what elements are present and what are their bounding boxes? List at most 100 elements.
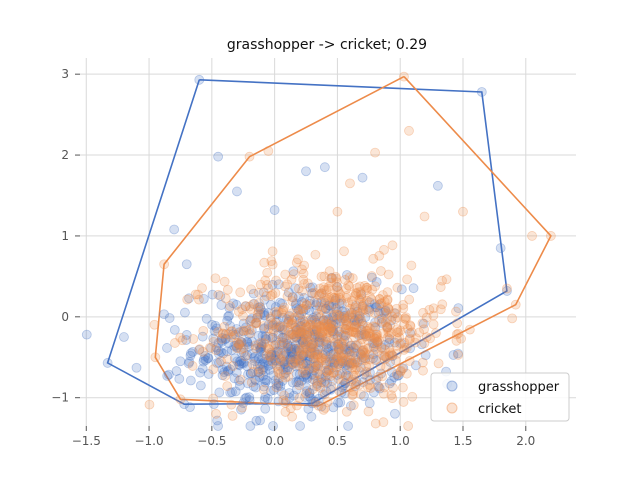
point-grasshopper (278, 364, 289, 375)
point-cricket (328, 349, 339, 360)
point-cricket (328, 292, 339, 303)
point-cricket (316, 352, 327, 363)
point-grasshopper (384, 337, 395, 348)
point-cricket (372, 332, 382, 343)
point-cricket (347, 362, 357, 373)
point-grasshopper (217, 336, 228, 347)
point-grasshopper (295, 312, 305, 323)
point-cricket (382, 287, 393, 298)
point-grasshopper (278, 332, 289, 343)
point-grasshopper (256, 341, 267, 352)
point-grasshopper (225, 387, 236, 398)
point-cricket (284, 312, 295, 322)
point-cricket (452, 318, 463, 329)
point-grasshopper (301, 382, 312, 393)
point-cricket (377, 371, 388, 382)
point-cricket (362, 382, 373, 393)
point-cricket (411, 333, 421, 344)
point-cricket (238, 343, 249, 354)
point-cricket (331, 282, 342, 293)
point-cricket (414, 327, 425, 338)
point-grasshopper (181, 259, 192, 270)
point-grasshopper (307, 288, 318, 299)
point-cricket (312, 376, 323, 386)
point-cricket (342, 313, 353, 324)
point-cricket (308, 325, 319, 336)
point-cricket (356, 334, 367, 345)
point-cricket (382, 323, 393, 334)
point-cricket (263, 331, 274, 342)
point-cricket (279, 390, 290, 401)
point-grasshopper (294, 328, 305, 339)
point-grasshopper (229, 353, 240, 364)
point-cricket (336, 339, 347, 350)
point-grasshopper (227, 387, 237, 398)
point-cricket (305, 319, 316, 330)
point-cricket (359, 350, 370, 361)
point-grasshopper (232, 186, 242, 197)
point-cricket (301, 388, 311, 399)
point-grasshopper (291, 325, 302, 335)
point-cricket (266, 256, 277, 267)
point-cricket (309, 362, 320, 373)
point-grasshopper (334, 310, 345, 321)
series-cricket (144, 71, 556, 431)
point-grasshopper (273, 396, 284, 407)
point-grasshopper (244, 392, 255, 403)
point-grasshopper (327, 319, 338, 330)
point-grasshopper (259, 324, 269, 335)
point-cricket (279, 339, 290, 350)
point-cricket (216, 356, 226, 367)
point-grasshopper (211, 323, 222, 334)
point-grasshopper (332, 339, 343, 349)
point-cricket (311, 319, 322, 330)
point-cricket (375, 298, 386, 309)
point-grasshopper (200, 355, 211, 366)
point-cricket (324, 327, 335, 338)
point-cricket (323, 281, 334, 292)
point-grasshopper (307, 339, 317, 350)
point-grasshopper (392, 370, 403, 381)
point-cricket (336, 353, 347, 364)
point-grasshopper (299, 317, 310, 327)
point-grasshopper (335, 369, 345, 379)
point-grasshopper (181, 330, 192, 340)
point-cricket (223, 329, 234, 340)
point-cricket (364, 361, 374, 371)
point-cricket (341, 406, 352, 417)
point-grasshopper (371, 355, 382, 366)
point-grasshopper (298, 333, 309, 344)
point-cricket (355, 339, 366, 349)
point-grasshopper (304, 351, 315, 362)
point-cricket (313, 358, 324, 368)
point-cricket (190, 289, 201, 300)
point-grasshopper (238, 398, 249, 408)
point-cricket (370, 281, 380, 292)
point-grasshopper (369, 332, 380, 343)
point-cricket (278, 351, 288, 361)
point-cricket (382, 321, 392, 332)
point-cricket (296, 309, 307, 319)
point-cricket (312, 368, 323, 379)
point-grasshopper (453, 303, 464, 313)
hull-grasshopper (106, 79, 508, 406)
point-grasshopper (268, 421, 278, 431)
point-cricket (367, 284, 378, 295)
point-cricket (312, 380, 323, 391)
point-grasshopper (326, 318, 337, 329)
point-grasshopper (291, 377, 302, 387)
point-cricket (357, 303, 368, 314)
point-grasshopper (283, 343, 293, 353)
point-cricket (287, 292, 298, 303)
point-grasshopper (340, 360, 351, 371)
point-grasshopper (316, 377, 327, 388)
point-cricket (419, 324, 429, 335)
point-cricket (310, 349, 321, 360)
point-grasshopper (325, 384, 336, 395)
point-grasshopper (234, 360, 245, 371)
point-grasshopper (274, 322, 285, 333)
point-cricket (386, 390, 397, 401)
point-cricket (253, 306, 264, 317)
point-cricket (421, 332, 432, 343)
point-grasshopper (308, 353, 319, 364)
